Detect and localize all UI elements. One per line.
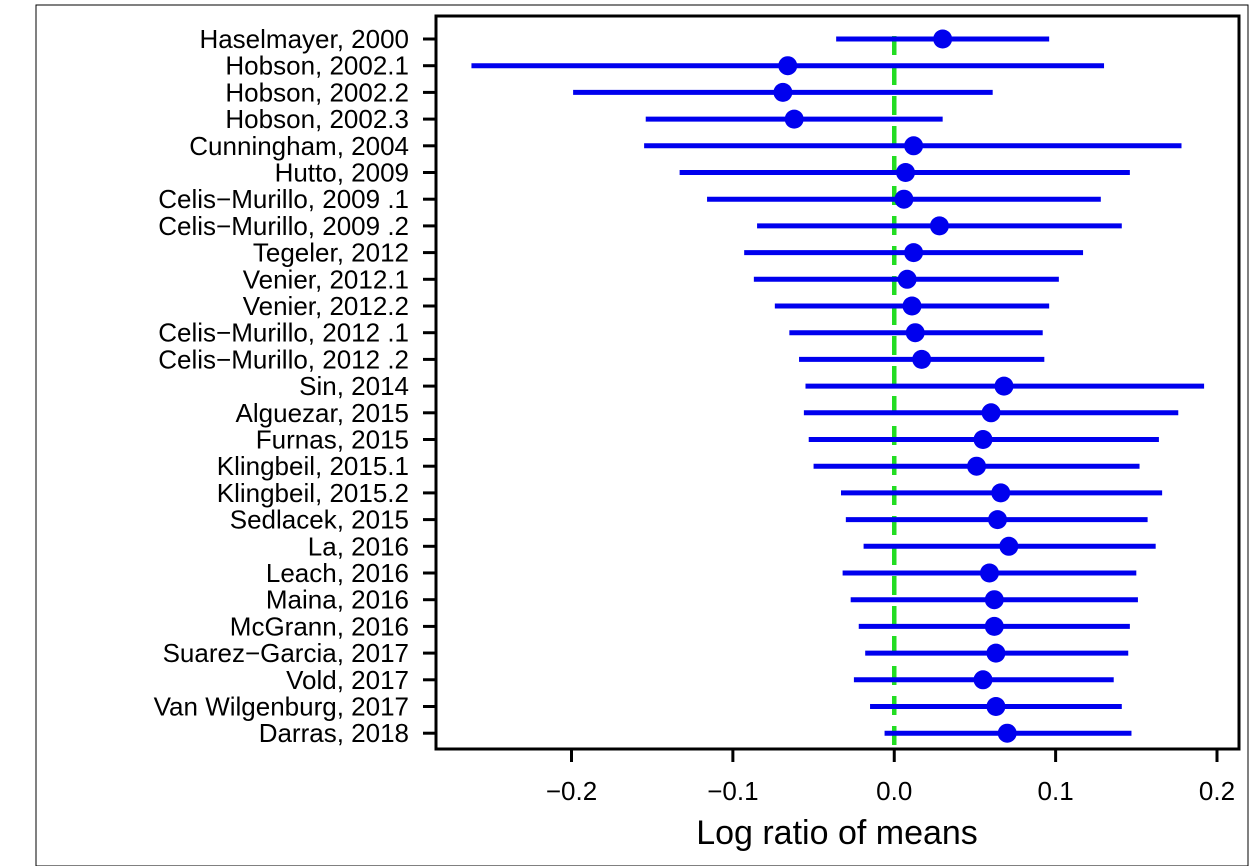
study-label: Klingbeil, 2015.1 (217, 451, 409, 481)
estimate-point (984, 590, 1004, 610)
estimate-point (784, 109, 804, 129)
estimate-point (988, 510, 1008, 530)
estimate-points (773, 29, 1019, 743)
study-label: Alguezar, 2015 (236, 398, 409, 428)
study-label: Hobson, 2002.1 (225, 51, 409, 81)
x-axis-label: Log ratio of means (696, 814, 978, 852)
estimate-point (897, 269, 917, 289)
study-label: Hobson, 2002.3 (225, 104, 409, 134)
study-label: Vold, 2017 (286, 665, 409, 695)
estimate-point (904, 136, 924, 156)
study-label: Van Wilgenburg, 2017 (154, 692, 409, 722)
study-label: Venier, 2012.2 (243, 291, 409, 321)
study-label: Sedlacek, 2015 (230, 505, 409, 535)
study-label: Cunningham, 2004 (189, 131, 409, 161)
estimate-point (973, 430, 993, 449)
x-tick-label: 0.0 (876, 776, 912, 806)
x-tick-label: −0.2 (546, 776, 597, 806)
study-label: McGrann, 2016 (230, 611, 409, 641)
figure-border (35, 4, 1249, 866)
estimate-point (973, 670, 993, 690)
study-label: Leach, 2016 (266, 558, 409, 588)
estimate-point (933, 29, 953, 49)
study-label: Celis−Murillo, 2009 .1 (158, 184, 409, 214)
estimate-point (994, 376, 1014, 396)
study-label: Tegeler, 2012 (253, 238, 409, 268)
study-label: Klingbeil, 2015.2 (217, 478, 409, 508)
estimate-point (999, 536, 1019, 556)
estimate-point (984, 616, 1004, 636)
estimate-point (778, 56, 798, 76)
estimate-point (894, 189, 914, 209)
study-label: Hutto, 2009 (275, 158, 409, 188)
ci-lines (471, 36, 1205, 736)
estimate-point (991, 483, 1011, 503)
estimate-point (905, 323, 925, 343)
study-label: Haselmayer, 2000 (199, 24, 409, 54)
estimate-point (986, 643, 1006, 663)
study-label: Darras, 2018 (259, 718, 409, 748)
estimate-point (904, 243, 924, 263)
study-label: Celis−Murillo, 2009 .2 (158, 211, 409, 241)
plot-frame (434, 14, 1241, 751)
study-label: Venier, 2012.1 (243, 264, 409, 294)
study-label: Suarez−Garcia, 2017 (163, 638, 409, 668)
study-label: Maina, 2016 (266, 585, 409, 615)
x-tick-label: −0.1 (707, 776, 758, 806)
x-tick-label: 0.1 (1038, 776, 1074, 806)
estimate-point (981, 403, 1001, 423)
study-label: La, 2016 (308, 531, 409, 561)
estimate-point (986, 697, 1006, 716)
x-ticks: −0.2 −0.1 0.0 0.1 0.2 (546, 749, 1235, 806)
estimate-point (997, 723, 1017, 743)
estimate-point (912, 349, 932, 369)
estimate-point (979, 563, 999, 583)
x-tick-label: 0.2 (1199, 776, 1235, 806)
estimate-point (929, 216, 949, 236)
estimate-point (773, 82, 793, 102)
study-label: Hobson, 2002.2 (225, 77, 409, 107)
study-label: Sin, 2014 (299, 371, 409, 401)
study-label: Celis−Murillo, 2012 .1 (158, 318, 409, 348)
y-ticks (423, 37, 436, 735)
study-label: Furnas, 2015 (256, 425, 409, 455)
estimate-point (967, 456, 987, 476)
study-label: Celis−Murillo, 2012 .2 (158, 344, 409, 374)
estimate-point (902, 296, 922, 316)
estimate-point (896, 163, 916, 182)
